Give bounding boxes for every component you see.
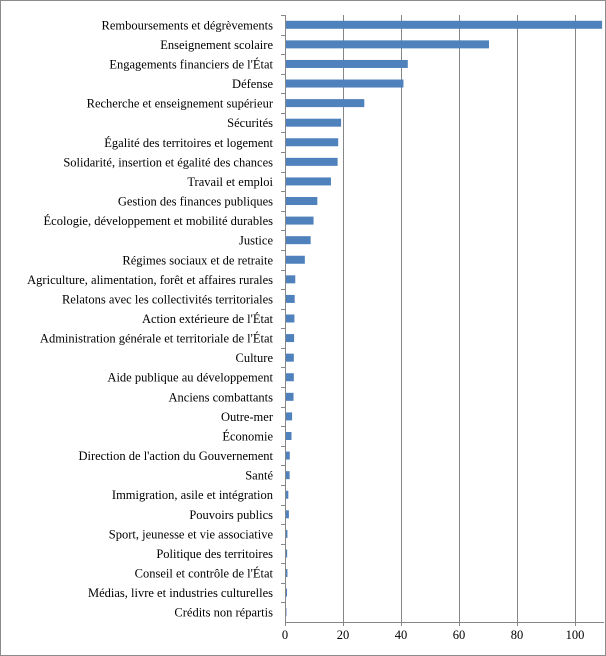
bar (286, 471, 290, 480)
category-label: Relatons avec les collectivités territor… (62, 292, 273, 306)
x-tick-label: 0 (282, 628, 288, 642)
category-label: Égalité des territoires et logement (104, 136, 273, 150)
category-label: Remboursements et dégrèvements (102, 18, 274, 32)
bar (286, 177, 331, 186)
category-label: Conseil et contrôle de l'État (135, 567, 274, 581)
category-labels: Remboursements et dégrèvements Enseigneme… (27, 18, 274, 619)
bar (286, 314, 295, 323)
category-label: Agriculture, alimentation, forêt et affa… (27, 273, 273, 287)
x-tick-label: 40 (395, 628, 408, 642)
bar (286, 255, 305, 264)
bar (286, 373, 294, 382)
bar (286, 20, 603, 29)
bar (286, 569, 288, 578)
bar (286, 490, 289, 499)
bar (286, 197, 318, 206)
category-label: Enseignement scolaire (160, 38, 273, 52)
bar (286, 451, 290, 460)
category-label: Travail et emploi (187, 175, 273, 189)
category-label: Politique des territoires (156, 547, 273, 561)
bar (286, 138, 339, 147)
category-label: Sport, jeunesse et vie associative (109, 527, 274, 541)
x-tick-label: 60 (453, 628, 466, 642)
x-tick-label: 20 (337, 628, 350, 642)
x-tick-label: 100 (566, 628, 585, 642)
category-label: Justice (239, 234, 273, 248)
bar (286, 353, 294, 362)
x-axis-ticks: 0 20 40 60 80 100 (281, 15, 585, 642)
bar (286, 216, 314, 225)
bar (286, 588, 288, 597)
category-label: Culture (236, 351, 274, 365)
category-label: Gestion des finances publiques (118, 195, 273, 209)
bar (286, 157, 338, 166)
category-label: Pouvoirs publics (189, 508, 273, 522)
bar (286, 294, 295, 303)
bar (286, 236, 311, 245)
bar (286, 412, 293, 421)
bar (286, 334, 295, 343)
category-label: Défense (232, 77, 273, 91)
category-label: Santé (245, 469, 273, 483)
bar (286, 79, 404, 88)
category-label: Économie (222, 429, 273, 443)
category-label: Recherche et enseignement supérieur (87, 97, 274, 111)
bar (286, 549, 288, 558)
bar (286, 40, 489, 49)
bar (286, 275, 296, 284)
category-label: Régimes sociaux et de retraite (122, 253, 273, 267)
bar (286, 118, 342, 127)
category-label: Action extérieure de l'État (142, 312, 274, 326)
bar (286, 529, 288, 538)
grid-lines (343, 15, 576, 622)
category-label: Anciens combattants (169, 390, 274, 404)
category-label: Aide publique au développement (107, 371, 273, 385)
category-label: Administration générale et territoriale … (40, 332, 274, 346)
category-label: Médias, livre et industries culturelles (88, 586, 273, 600)
x-tick-label: 80 (511, 628, 524, 642)
category-label: Engagements financiers de l'État (109, 57, 273, 71)
bar (286, 510, 289, 519)
category-label: Crédits non répartis (174, 606, 273, 620)
bars (286, 20, 603, 617)
bar (286, 431, 292, 440)
category-label: Direction de l'action du Gouvernement (78, 449, 273, 463)
category-label: Outre-mer (221, 410, 274, 424)
category-label: Écologie, développement et mobilité dura… (44, 214, 274, 228)
category-label: Solidarité, insertion et égalité des cha… (63, 155, 273, 169)
bar (286, 99, 365, 108)
category-label: Sécurités (227, 116, 273, 130)
bar (286, 59, 408, 68)
category-label: Immigration, asile et intégration (112, 488, 274, 502)
bar (286, 392, 294, 401)
